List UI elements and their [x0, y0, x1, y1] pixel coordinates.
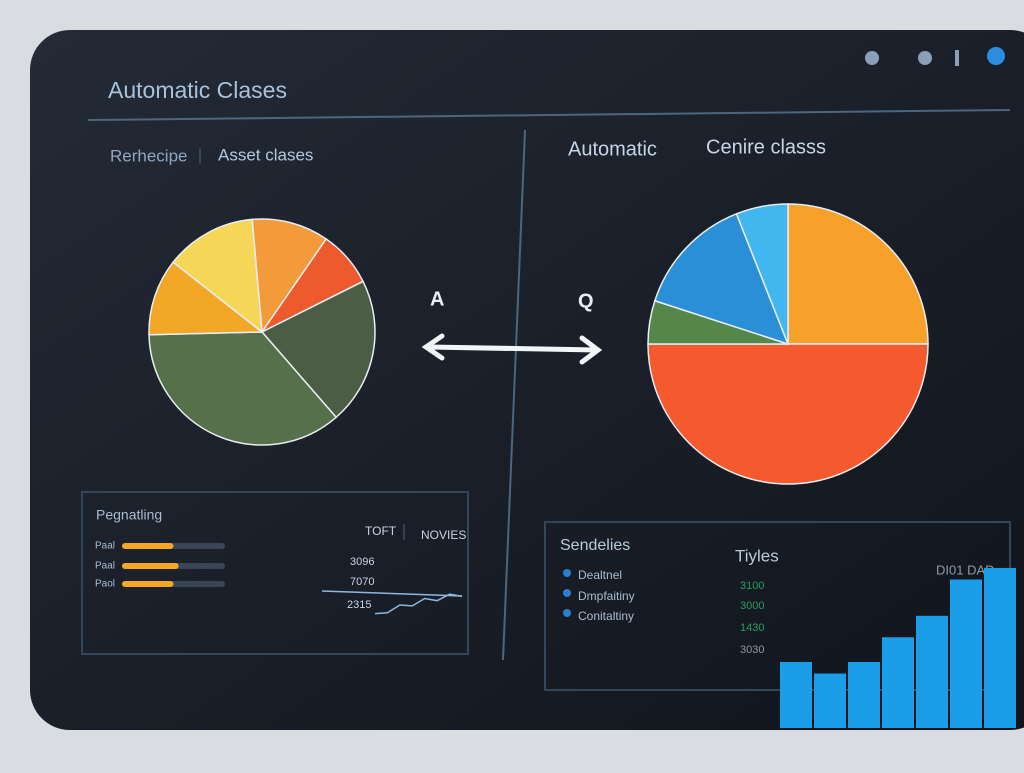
- corner-label: DI01 DAD: [936, 562, 995, 577]
- header-title: Automatic Clases: [108, 77, 287, 103]
- pie-slice: [148, 261, 265, 336]
- bar: [122, 563, 179, 569]
- tab[interactable]: Automatic: [568, 138, 657, 160]
- center-divider: [502, 129, 526, 661]
- bar: [122, 581, 174, 587]
- tab[interactable]: Rerhecipe: [110, 146, 188, 165]
- pie-slice: [653, 212, 790, 346]
- tab[interactable]: Cenire classs: [706, 136, 826, 158]
- legend-dot: [563, 569, 571, 577]
- bar: [916, 615, 948, 728]
- legend-dot: [563, 609, 571, 617]
- marker-label: A: [430, 288, 444, 310]
- bar: [814, 673, 846, 728]
- panel-title: Sendelies: [560, 537, 630, 554]
- toolbar-icons: [865, 47, 1005, 66]
- bar-label: Paol: [95, 579, 115, 590]
- pie-slice: [148, 331, 338, 446]
- column-header: NOVIES: [421, 528, 466, 542]
- panel-title: Pegnatling: [96, 507, 162, 523]
- bar: [950, 579, 982, 728]
- value-text: 3096: [350, 556, 374, 568]
- double-arrow: [421, 333, 603, 365]
- legend-label: Dmpfaitiny: [578, 589, 635, 603]
- column-header: TOFT: [365, 524, 397, 538]
- bar-label: Paal: [95, 561, 115, 572]
- legend-label: Conitaltiny: [578, 609, 634, 623]
- pie-slice: [251, 218, 328, 335]
- value-text: 2315: [347, 599, 371, 611]
- header-divider: [87, 109, 1011, 121]
- column-title: Tiyles: [735, 546, 779, 565]
- value-text: 3030: [740, 644, 764, 656]
- pie-slice: [787, 203, 929, 345]
- bar-label: Paal: [95, 541, 115, 552]
- value-text: 7070: [350, 576, 374, 588]
- legend-label: Dealtnel: [578, 568, 622, 582]
- tab[interactable]: Asset clases: [218, 145, 313, 164]
- legend-dot: [563, 589, 571, 597]
- value-text: 3000: [740, 600, 764, 612]
- pie-slice: [735, 203, 789, 345]
- value-text: 3100: [740, 580, 764, 592]
- left-panel: [81, 491, 469, 655]
- bar: [848, 662, 880, 728]
- bar: [882, 637, 914, 728]
- bar: [780, 662, 812, 728]
- value-text: 1430: [740, 622, 764, 634]
- pie-slice: [172, 218, 263, 334]
- pie-slice: [647, 343, 929, 485]
- sparkline: [374, 593, 463, 615]
- bar: [122, 543, 174, 549]
- marker-label: Q: [578, 290, 594, 312]
- reference-line: [321, 590, 463, 597]
- pie-slice: [260, 280, 376, 419]
- bar: [984, 567, 1016, 728]
